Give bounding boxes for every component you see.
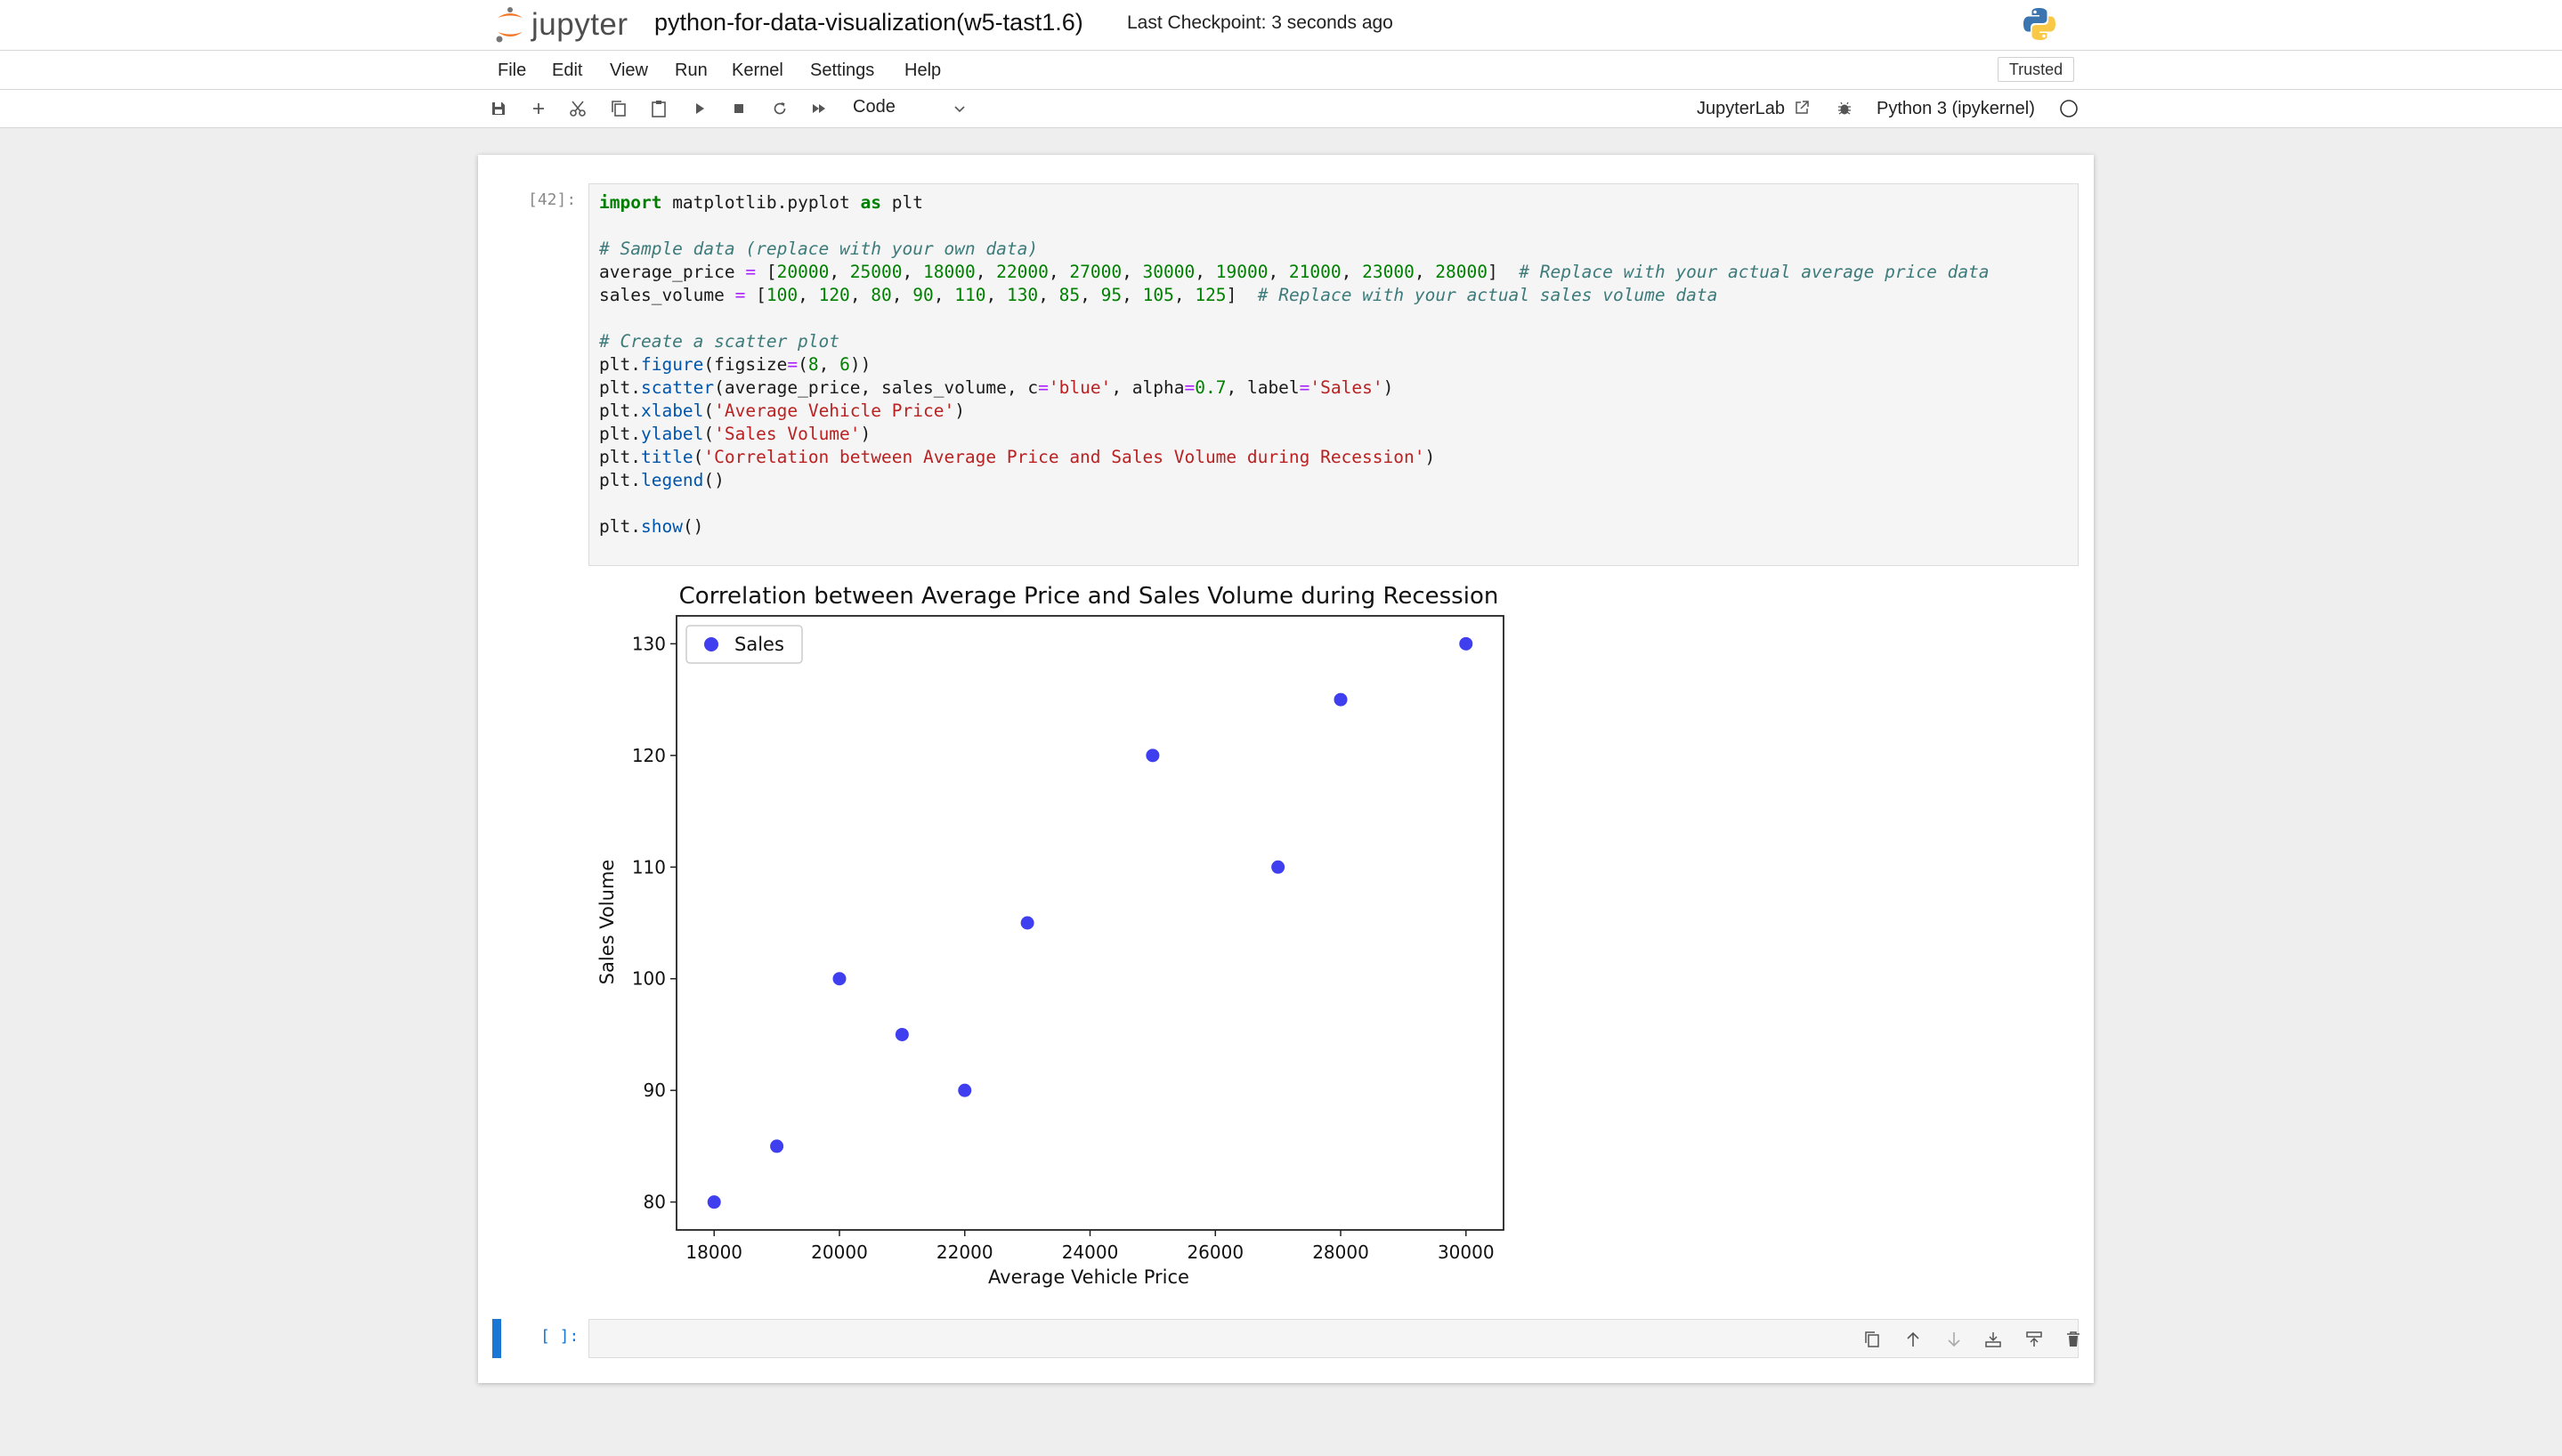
copy-icon[interactable]	[608, 98, 629, 119]
y-tick-label: 100	[632, 968, 666, 990]
data-point	[1459, 636, 1473, 651]
y-axis-label: Sales Volume	[596, 860, 618, 985]
add-cell-icon[interactable]	[528, 98, 549, 119]
code-line: plt.figure(figsize=(8, 6))	[599, 354, 872, 375]
legend-marker	[704, 637, 718, 651]
data-point	[1334, 692, 1348, 707]
notebook-toolbar: Code JupyterLab Python 3 (ipykernel)	[0, 90, 2562, 128]
x-tick-label: 22000	[936, 1242, 993, 1263]
menu-view[interactable]: View	[610, 61, 648, 80]
legend-box	[685, 625, 803, 664]
code-line: sales_volume = [100, 120, 80, 90, 110, 1…	[599, 285, 1718, 305]
legend-label: Sales	[734, 634, 784, 655]
trusted-badge[interactable]: Trusted	[1998, 57, 2074, 82]
stop-icon[interactable]	[728, 98, 750, 119]
menu-help[interactable]: Help	[904, 61, 942, 80]
data-point	[707, 1195, 721, 1209]
notebook-panel: [42]: import matplotlib.pyplot as plt # …	[478, 155, 2094, 1383]
x-tick-label: 20000	[811, 1242, 868, 1263]
jupyter-logo[interactable]: jupyter	[494, 4, 628, 45]
code-line: average_price = [20000, 25000, 18000, 22…	[599, 262, 1990, 282]
y-tick-label: 120	[632, 745, 666, 766]
code-line: plt.title('Correlation between Average P…	[599, 447, 1436, 467]
save-icon[interactable]	[488, 98, 509, 119]
cell-type-value: Code	[853, 97, 896, 117]
code-line: # Sample data (replace with your own dat…	[599, 239, 1039, 259]
move-up-icon[interactable]	[1902, 1329, 1924, 1350]
x-tick-label: 24000	[1062, 1242, 1119, 1263]
cell-type-dropdown[interactable]: Code	[853, 97, 967, 120]
x-tick-label: 28000	[1312, 1242, 1369, 1263]
menu-edit[interactable]: Edit	[552, 61, 583, 80]
data-point	[770, 1139, 784, 1153]
fast-forward-icon[interactable]	[808, 98, 830, 119]
active-cell-indicator	[492, 1319, 501, 1358]
menu-file[interactable]: File	[498, 61, 527, 80]
jupyterlab-link[interactable]: JupyterLab	[1697, 99, 1810, 119]
code-cell-input[interactable]: import matplotlib.pyplot as plt # Sample…	[588, 183, 2079, 566]
restart-icon[interactable]	[769, 98, 790, 119]
cut-icon[interactable]	[567, 98, 588, 119]
plot-frame	[676, 615, 1504, 1231]
code-line: plt.ylabel('Sales Volume')	[599, 424, 872, 444]
delete-cell-icon[interactable]	[2063, 1329, 2084, 1350]
paste-icon[interactable]	[648, 98, 669, 119]
jupyterlab-label: JupyterLab	[1697, 99, 1785, 118]
y-tick-label: 130	[632, 633, 666, 654]
data-point	[1020, 916, 1034, 930]
python-logo-icon	[2021, 5, 2058, 47]
kernel-status-idle-icon	[2058, 98, 2080, 119]
data-point	[1146, 748, 1160, 763]
x-tick-label: 26000	[1187, 1242, 1244, 1263]
code-line: # Create a scatter plot	[599, 331, 840, 352]
menu-run[interactable]: Run	[675, 61, 708, 80]
jupyter-logo-icon	[496, 7, 523, 43]
x-tick-label: 18000	[685, 1242, 742, 1263]
run-icon[interactable]	[689, 98, 710, 119]
empty-code-cell-input[interactable]	[588, 1319, 2079, 1358]
kernel-name[interactable]: Python 3 (ipykernel)	[1877, 99, 2035, 118]
chevron-down-icon	[953, 101, 967, 121]
checkpoint-status: Last Checkpoint: 3 seconds ago	[1127, 12, 1393, 33]
external-link-icon	[1795, 101, 1809, 114]
x-tick-label: 30000	[1438, 1242, 1495, 1263]
insert-below-icon[interactable]	[1982, 1329, 2004, 1350]
x-axis: 18000 20000 22000 24000 26000 28000 30000	[685, 1230, 1495, 1263]
x-axis-label: Average Vehicle Price	[988, 1266, 1189, 1288]
code-line: import matplotlib.pyplot as plt	[599, 192, 923, 213]
cell-prompt: [42]:	[528, 190, 577, 209]
y-tick-label: 110	[632, 856, 666, 878]
y-tick-label: 80	[644, 1192, 666, 1213]
y-axis: 80 90 100 110 120 130	[632, 633, 677, 1213]
code-line: plt.show()	[599, 516, 704, 537]
data-point	[895, 1027, 909, 1041]
menu-settings[interactable]: Settings	[810, 61, 875, 80]
code-line: plt.legend()	[599, 470, 725, 490]
duplicate-cell-icon[interactable]	[1861, 1329, 1883, 1350]
data-point	[1271, 860, 1285, 874]
menu-bar: File Edit View Run Kernel Settings Help …	[0, 51, 2562, 90]
code-line: plt.xlabel('Average Vehicle Price')	[599, 400, 965, 421]
data-point	[832, 972, 847, 986]
data-points	[707, 636, 1473, 1209]
cell-output: Correlation between Average Price and Sa…	[588, 577, 1532, 1289]
move-down-icon[interactable]	[1943, 1329, 1965, 1350]
logo-text: jupyter	[531, 7, 628, 42]
menu-kernel[interactable]: Kernel	[732, 61, 783, 80]
insert-above-icon[interactable]	[2023, 1329, 2045, 1350]
code-line: plt.scatter(average_price, sales_volume,…	[599, 377, 1394, 398]
cell-prompt: [ ]:	[540, 1327, 580, 1346]
y-tick-label: 90	[644, 1080, 666, 1101]
chart-title: Correlation between Average Price and Sa…	[679, 583, 1499, 610]
notebook-title[interactable]: python-for-data-visualization(w5-tast1.6…	[654, 9, 1083, 36]
top-header: jupyter python-for-data-visualization(w5…	[0, 0, 2562, 51]
bug-icon[interactable]	[1834, 98, 1855, 119]
scatter-chart: Correlation between Average Price and Sa…	[596, 583, 1504, 1288]
legend: Sales	[685, 625, 803, 664]
data-point	[958, 1083, 972, 1097]
